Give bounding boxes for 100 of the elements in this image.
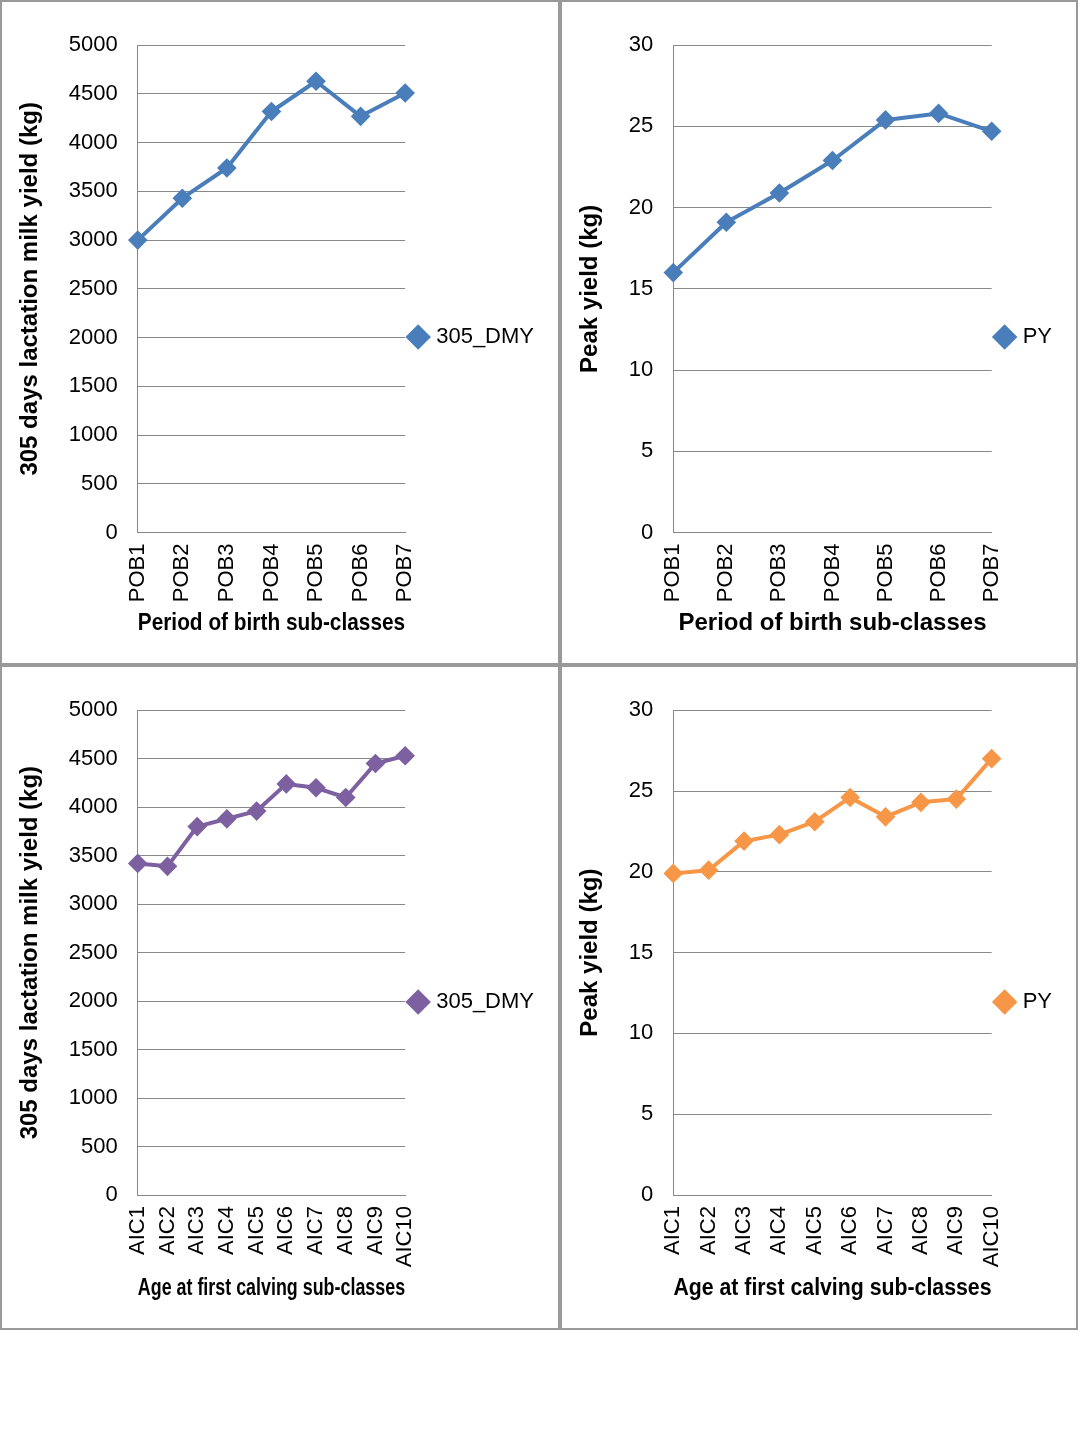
x-tick-label: AIC2 (153, 1206, 179, 1255)
y-tick-label: 20 (628, 857, 654, 883)
point (823, 151, 842, 170)
x-tick-label: POB7 (391, 543, 417, 603)
point (217, 159, 236, 177)
x-tick-label: POB1 (659, 543, 685, 603)
x-tick-label: AIC9 (942, 1206, 968, 1255)
x-tick-label: POB2 (712, 543, 738, 603)
point (396, 746, 415, 765)
y-tick-label: 25 (628, 112, 654, 138)
y-axis-title: Peak yield (kg) (575, 868, 603, 1037)
x-tick-label: AIC4 (212, 1206, 238, 1255)
x-tick-label: POB2 (168, 543, 194, 603)
x-tick-label: AIC10 (977, 1206, 1003, 1268)
y-tick-label: 500 (81, 469, 118, 495)
x-tick-label: POB3 (212, 543, 238, 603)
y-tick-label: 0 (641, 518, 654, 544)
x-tick-label: AIC1 (659, 1206, 685, 1255)
point (351, 107, 370, 126)
x-tick-label: POB7 (977, 543, 1003, 603)
x-tick-label: AIC1 (123, 1206, 149, 1255)
point (307, 778, 326, 797)
x-axis-title: Period of birth sub-classes (678, 608, 987, 636)
y-tick-label: 1500 (68, 372, 118, 398)
x-axis-title: Age at first calving sub-classes (137, 1273, 406, 1301)
y-tick-label: 10 (628, 356, 654, 382)
y-axis-title: Peak yield (kg) (575, 204, 603, 373)
point (929, 104, 948, 123)
x-axis-title: Age at first calving sub-classes (673, 1273, 992, 1301)
y-tick-label: 5000 (68, 31, 118, 57)
point (158, 857, 177, 876)
y-tick-label: 5000 (68, 696, 118, 722)
point (876, 807, 895, 826)
point (307, 72, 326, 91)
point (336, 788, 355, 807)
point (947, 790, 966, 809)
x-tick-label: AIC5 (242, 1206, 268, 1255)
y-tick-label: 15 (628, 274, 654, 300)
point (982, 749, 1001, 768)
x-tick-label: POB1 (123, 543, 149, 603)
x-axis-title: Period of birth sub-classes (137, 608, 406, 636)
y-axis-title: 305 days lactation milk yield (kg) (15, 102, 43, 476)
point (188, 817, 207, 836)
x-tick-label: AIC8 (331, 1206, 357, 1255)
point (699, 861, 718, 880)
point (805, 812, 824, 831)
y-tick-label: 4500 (68, 79, 118, 105)
y-tick-label: 3000 (68, 890, 118, 916)
y-tick-label: 0 (641, 1181, 654, 1207)
legend-label: 305_DMY (436, 988, 535, 1014)
y-tick-label: 2000 (68, 323, 118, 349)
y-tick-label: 2000 (68, 987, 118, 1013)
legend-label: 305_DMY (436, 323, 535, 349)
x-tick-label: AIC8 (906, 1206, 932, 1255)
point (247, 802, 266, 821)
x-tick-label: AIC10 (391, 1206, 417, 1268)
point (735, 832, 754, 851)
y-tick-label: 0 (105, 1181, 118, 1207)
point (770, 184, 789, 203)
point (366, 754, 385, 773)
y-tick-label: 20 (628, 193, 654, 219)
x-tick-label: AIC7 (871, 1206, 897, 1255)
x-tick-label: POB5 (871, 543, 897, 603)
x-tick-label: AIC6 (836, 1206, 862, 1255)
point (876, 110, 895, 129)
point (841, 788, 860, 807)
x-tick-label: AIC2 (694, 1206, 720, 1255)
point (717, 213, 736, 232)
x-tick-label: AIC3 (730, 1206, 756, 1255)
y-tick-label: 3000 (68, 226, 118, 252)
x-tick-label: POB6 (924, 543, 950, 603)
y-axis-title: 305 days lactation milk yield (kg) (15, 765, 43, 1140)
point (173, 189, 192, 208)
legend-label: PY (1022, 323, 1053, 349)
point (128, 854, 147, 873)
y-tick-label: 500 (81, 1132, 118, 1158)
x-tick-label: POB4 (257, 543, 283, 603)
x-tick-label: POB4 (818, 543, 844, 603)
x-tick-label: POB3 (765, 543, 791, 603)
y-tick-label: 30 (628, 31, 654, 57)
point (277, 774, 296, 793)
y-tick-label: 2500 (68, 274, 118, 300)
y-tick-label: 1500 (68, 1035, 118, 1061)
point (664, 263, 683, 282)
y-tick-label: 10 (628, 1019, 654, 1045)
point (396, 83, 415, 102)
y-tick-label: 4500 (68, 744, 118, 770)
x-tick-label: AIC4 (765, 1206, 791, 1255)
y-tick-label: 30 (628, 696, 654, 722)
x-tick-label: POB5 (302, 543, 328, 603)
point (262, 102, 281, 121)
legend-label: PY (1022, 988, 1053, 1014)
point (217, 809, 236, 828)
point (128, 231, 147, 250)
y-tick-label: 5 (641, 1100, 654, 1126)
point (911, 793, 930, 812)
point (664, 864, 683, 883)
y-tick-label: 1000 (68, 421, 118, 447)
y-tick-label: 0 (105, 518, 118, 544)
y-tick-label: 3500 (68, 177, 118, 203)
